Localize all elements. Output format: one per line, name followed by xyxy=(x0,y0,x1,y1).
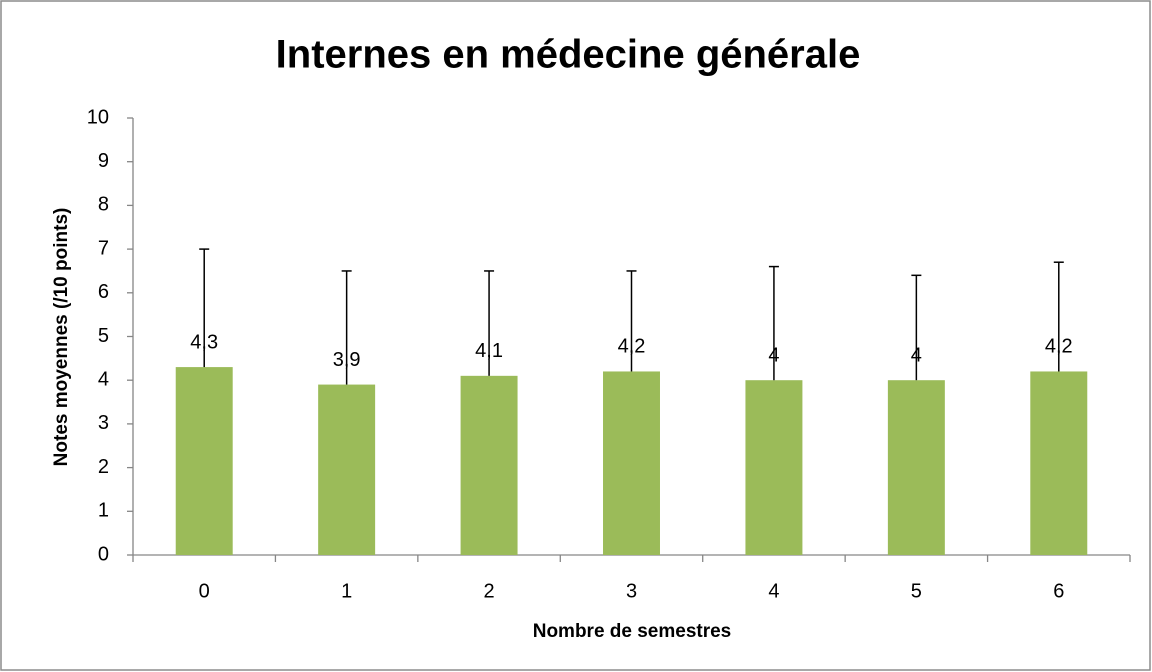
y-tick-label: 8 xyxy=(98,194,109,216)
y-tick-label: 2 xyxy=(98,456,109,478)
error-bar xyxy=(768,265,779,381)
x-tick-label: 4 xyxy=(768,580,779,602)
y-tick-label: 4 xyxy=(98,368,109,390)
error-bar xyxy=(341,270,352,385)
x-tick-label: 3 xyxy=(626,580,637,602)
y-tick-label: 10 xyxy=(87,106,109,128)
y-tick-label: 9 xyxy=(98,150,109,172)
y-tick-label: 3 xyxy=(98,412,109,434)
bar xyxy=(1030,371,1088,555)
bar xyxy=(460,375,518,555)
error-bar xyxy=(199,248,210,368)
y-tick-label: 5 xyxy=(98,325,109,347)
x-tick-label: 5 xyxy=(911,580,922,602)
x-axis-label: Nombre de semestres xyxy=(533,621,732,642)
y-tick-label: 1 xyxy=(98,500,109,522)
x-tick-label: 1 xyxy=(341,580,352,602)
x-tick-label: 6 xyxy=(1053,580,1064,602)
y-tick-label: 7 xyxy=(98,237,109,259)
chart-title: Internes en médecine générale xyxy=(276,33,861,77)
error-bar xyxy=(626,270,637,372)
bar xyxy=(745,380,803,555)
y-tick-label: 6 xyxy=(98,281,109,303)
bar xyxy=(603,371,660,555)
bar xyxy=(175,367,233,555)
x-tick-label: 2 xyxy=(484,580,495,602)
error-bar xyxy=(911,274,922,381)
error-bar xyxy=(484,270,495,376)
y-axis-label: Notes moyennes (/10 points) xyxy=(51,208,72,467)
bar xyxy=(887,380,945,555)
x-tick-label: 0 xyxy=(199,580,210,602)
error-bar xyxy=(1053,261,1064,372)
bar xyxy=(318,384,376,555)
y-tick-label: 0 xyxy=(98,543,109,565)
